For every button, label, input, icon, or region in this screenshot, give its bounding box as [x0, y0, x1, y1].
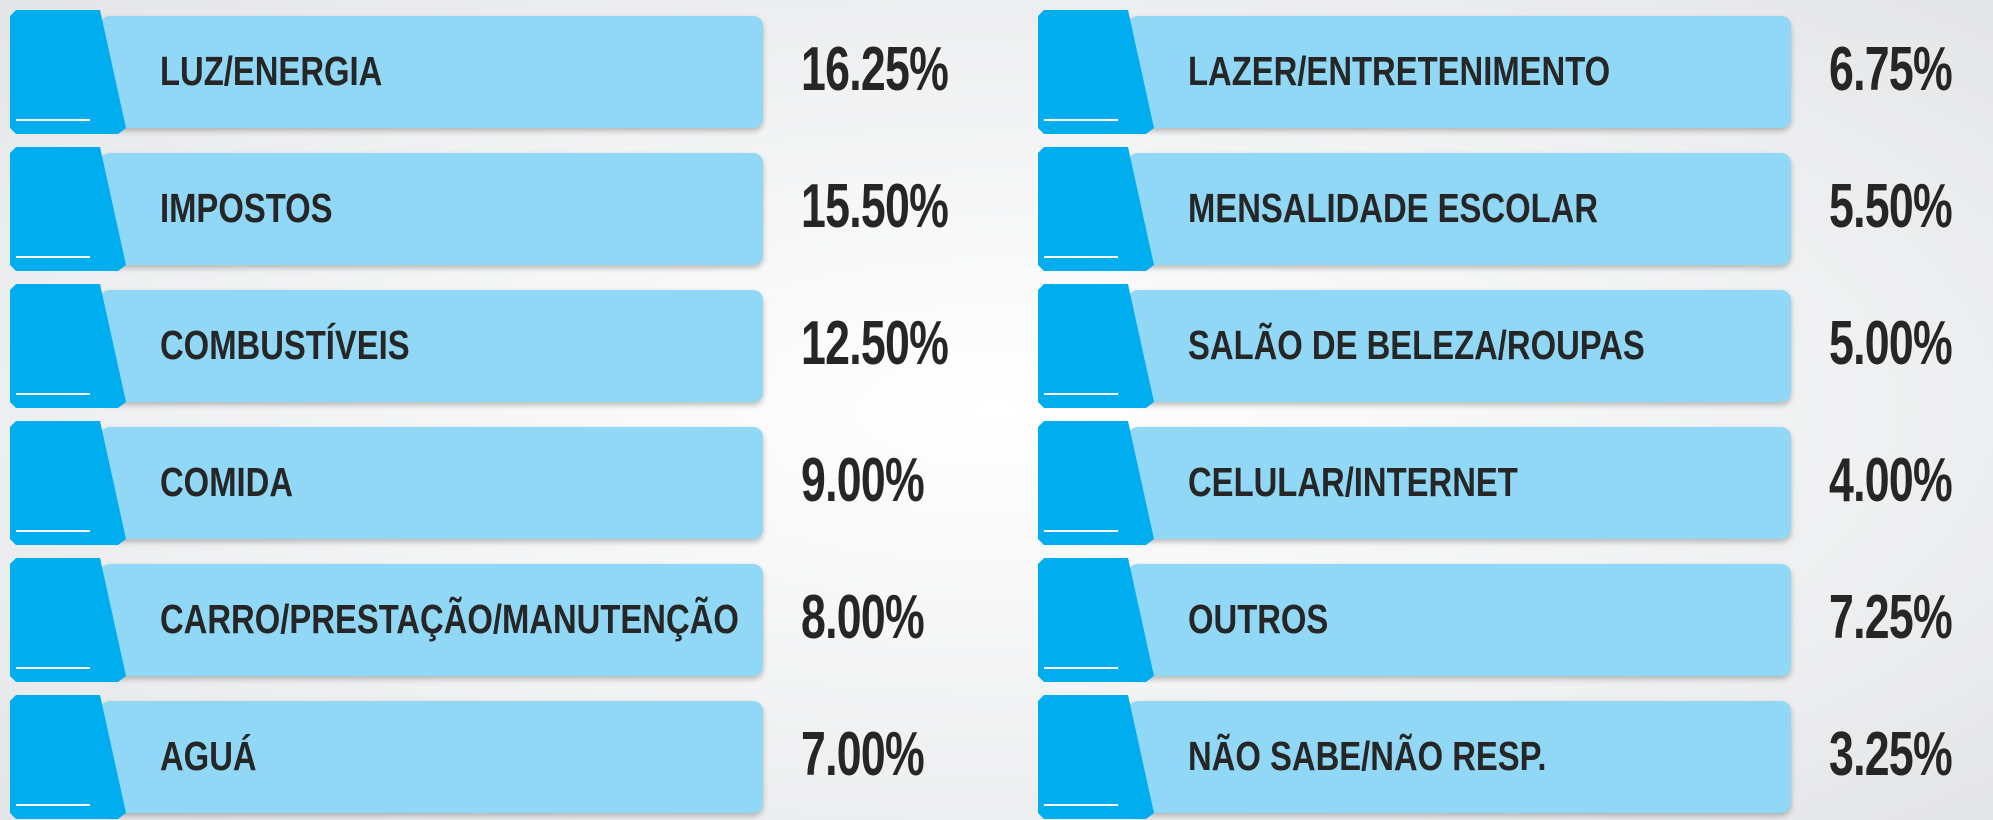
item-card [1128, 701, 1791, 813]
item-label: SALÃO DE BELEZA/ROUPAS [1188, 322, 1645, 368]
item-label: COMBUSTÍVEIS [160, 322, 410, 368]
item-value: 9.00% [801, 446, 925, 515]
item-tab [1038, 421, 1154, 545]
item-card [1128, 290, 1791, 402]
item-tab [10, 284, 126, 408]
item-value: 16.25% [801, 35, 949, 104]
tab-shape [10, 421, 126, 545]
tab-shape [10, 10, 126, 134]
item-label: COMIDA [160, 459, 294, 505]
item-tab [1038, 147, 1154, 271]
item-tab [10, 10, 126, 134]
item-value: 7.25% [1829, 583, 1953, 652]
item-card [100, 16, 763, 128]
tab-shape [1038, 695, 1154, 819]
item-label: LAZER/ENTRETENIMENTO [1188, 48, 1611, 94]
item-card [100, 427, 763, 539]
item-label: IMPOSTOS [160, 185, 333, 231]
item-tab [10, 147, 126, 271]
tab-shape [10, 147, 126, 271]
item-card [1128, 427, 1791, 539]
item-card [100, 701, 763, 813]
item-card [1128, 564, 1791, 676]
item-tab [10, 421, 126, 545]
item-tab [1038, 284, 1154, 408]
tab-shape [1038, 421, 1154, 545]
item-tab [10, 558, 126, 682]
tab-shape [1038, 558, 1154, 682]
item-value: 12.50% [801, 309, 949, 378]
item-value: 5.00% [1829, 309, 1953, 378]
item-value: 7.00% [801, 720, 925, 789]
item-label: OUTROS [1188, 596, 1329, 642]
item-card [1128, 153, 1791, 265]
item-label: MENSALIDADE ESCOLAR [1188, 185, 1599, 231]
tab-shape [1038, 10, 1154, 134]
tab-shape [10, 695, 126, 819]
tab-shape [1038, 284, 1154, 408]
tab-shape [10, 284, 126, 408]
item-label: AGUÁ [160, 733, 257, 779]
item-label: CARRO/PRESTAÇÃO/MANUTENÇÃO [160, 596, 739, 642]
item-tab [1038, 10, 1154, 134]
item-tab [1038, 695, 1154, 819]
tab-shape [1038, 147, 1154, 271]
item-card [100, 153, 763, 265]
item-value: 15.50% [801, 172, 949, 241]
item-value: 8.00% [801, 583, 925, 652]
item-value: 6.75% [1829, 35, 1953, 104]
item-label: LUZ/ENERGIA [160, 48, 383, 94]
item-card [100, 564, 763, 676]
item-label: CELULAR/INTERNET [1188, 459, 1518, 505]
item-card [100, 290, 763, 402]
tab-shape [10, 558, 126, 682]
item-value: 5.50% [1829, 172, 1953, 241]
item-label: NÃO SABE/NÃO RESP. [1188, 733, 1547, 779]
item-tab [10, 695, 126, 819]
item-value: 3.25% [1829, 720, 1953, 789]
item-value: 4.00% [1829, 446, 1953, 515]
item-card [1128, 16, 1791, 128]
item-tab [1038, 558, 1154, 682]
